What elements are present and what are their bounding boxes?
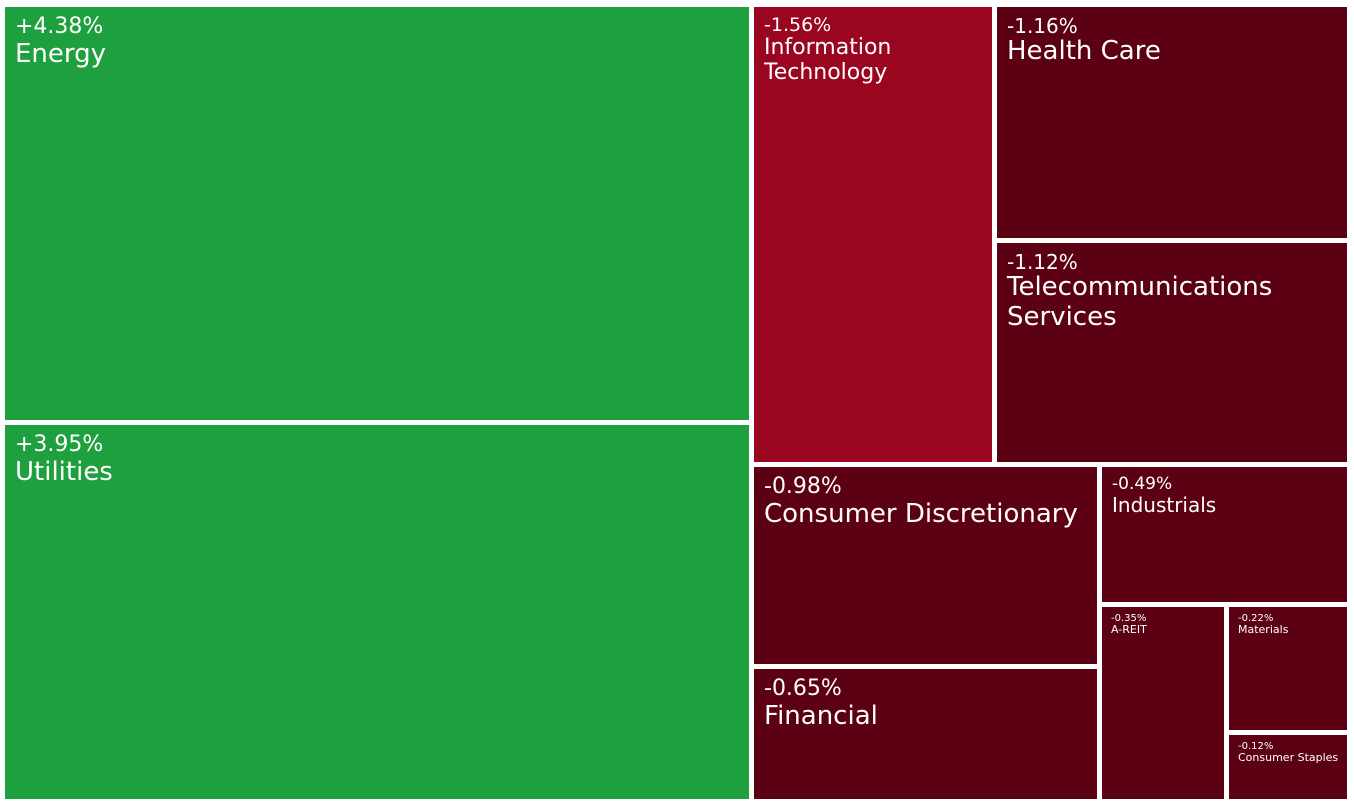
tile-change-label: -0.12% — [1238, 741, 1274, 752]
tile-change-label: -0.35% — [1111, 613, 1147, 624]
tile-telecommunications-services: -1.12% Telecommunications Services — [997, 243, 1347, 462]
tile-a-reit: -0.35% A-REIT — [1102, 607, 1224, 799]
tile-health-care: -1.16% Health Care — [997, 7, 1347, 238]
tile-change-label: -1.56% — [764, 14, 832, 36]
tile-information-technology: -1.56% Information Technology — [754, 7, 992, 462]
tile-sector-label: Financial — [764, 700, 878, 731]
tile-utilities: +3.95% Utilities — [5, 425, 749, 799]
tile-consumer-discretionary: -0.98% Consumer Discretionary — [754, 467, 1097, 664]
tile-change-label: -0.98% — [764, 474, 842, 499]
tile-sector-label: Energy — [15, 38, 107, 69]
tile-change-label: +3.95% — [15, 432, 104, 457]
tile-sector-label: Information Technology — [764, 35, 892, 85]
tile-energy: +4.38% Energy — [5, 7, 749, 420]
tile-change-label: -1.16% — [1007, 14, 1078, 38]
tile-change-label: -0.49% — [1112, 474, 1173, 494]
tile-sector-label: Materials — [1238, 623, 1289, 637]
tile-sector-label: Health Care — [1007, 36, 1161, 67]
tile-change-label: -0.22% — [1238, 613, 1274, 624]
tile-change-label: -1.12% — [1007, 250, 1078, 274]
tile-sector-label: Utilities — [15, 456, 113, 487]
tile-change-label: -0.65% — [764, 676, 842, 701]
tile-sector-label: Consumer Discretionary — [764, 498, 1078, 529]
tile-sector-label: Industrials — [1112, 493, 1217, 518]
tile-sector-label: A-REIT — [1111, 623, 1147, 637]
tile-sector-label: Telecommunications Services — [1007, 272, 1273, 332]
tile-consumer-staples: -0.12% Consumer Staples — [1229, 735, 1347, 799]
tile-change-label: +4.38% — [15, 14, 104, 39]
tile-materials: -0.22% Materials — [1229, 607, 1347, 730]
tile-financial: -0.65% Financial — [754, 669, 1097, 799]
tile-sector-label: Consumer Staples — [1238, 751, 1339, 765]
tile-industrials: -0.49% Industrials — [1102, 467, 1347, 602]
